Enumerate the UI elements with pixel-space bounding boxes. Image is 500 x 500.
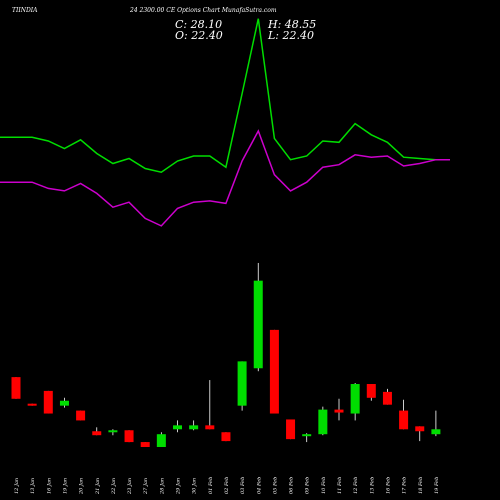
- candle-body: [382, 391, 392, 405]
- x-tick-label: 09 Feb: [305, 477, 311, 494]
- x-tick-label: 23 Jan: [127, 478, 133, 495]
- x-tick-label: 18 Feb: [418, 477, 424, 494]
- candle-body: [76, 410, 86, 421]
- candle: [59, 397, 69, 408]
- x-tick-label: 13 Feb: [369, 477, 375, 494]
- open-label: O: 22.40: [175, 29, 223, 42]
- candle-body: [350, 384, 360, 414]
- x-tick-label: 11 Feb: [337, 477, 343, 494]
- candle: [221, 432, 231, 442]
- candle: [43, 390, 53, 414]
- x-tick-label: 22 Jan: [111, 478, 117, 495]
- candle-body: [221, 432, 231, 442]
- candle: [415, 426, 425, 442]
- x-tick-label: 12 Feb: [353, 477, 359, 494]
- x-tick-label: 02 Feb: [224, 477, 230, 494]
- candle-body: [59, 400, 69, 406]
- candle: [382, 388, 392, 405]
- candle: [173, 420, 182, 433]
- candle-body: [366, 384, 376, 398]
- contract-label: 24 2300.00 CE Options Chart MunafaSutra.…: [129, 7, 277, 14]
- x-tick-label: 19 Jan: [62, 478, 68, 494]
- x-tick-label: 04 Feb: [256, 477, 262, 494]
- candle: [27, 403, 37, 406]
- candle: [366, 384, 376, 401]
- x-tick-label: 05 Feb: [272, 477, 278, 494]
- candle-body: [27, 403, 37, 406]
- candle-body: [415, 426, 425, 432]
- candle: [11, 377, 21, 399]
- candle-body: [124, 430, 134, 443]
- candle-body: [286, 419, 296, 440]
- candle: [269, 329, 279, 414]
- moving-average-lines: [0, 18, 450, 227]
- candle-body: [399, 410, 409, 430]
- candle-body: [43, 390, 53, 414]
- candle: [189, 420, 199, 431]
- x-tick-label: 10 Feb: [321, 477, 327, 494]
- series-line-0: [0, 18, 450, 174]
- candle-body: [334, 409, 344, 413]
- low-label: L: 22.40: [267, 29, 314, 42]
- candle-body: [140, 442, 150, 447]
- x-tick-label: 27 Jan: [143, 478, 149, 495]
- x-tick-label: 29 Jan: [176, 478, 182, 495]
- x-tick-label: 28 Jan: [159, 478, 165, 495]
- candles: [11, 262, 441, 447]
- x-tick-label: 16 Jan: [46, 478, 52, 494]
- candle: [237, 361, 247, 411]
- candle-body: [431, 429, 441, 435]
- candle-body: [11, 377, 21, 399]
- x-tick-label: 30 Jan: [192, 478, 198, 494]
- candle: [286, 419, 296, 440]
- candle: [205, 380, 215, 430]
- candle-body: [237, 361, 247, 406]
- x-axis-labels: 12 Jan 13 Jan 16 Jan 19 Jan 20 Jan 21 Jan 22 J…: [14, 477, 440, 495]
- candle-body: [302, 434, 312, 437]
- candle-body: [92, 431, 102, 436]
- candle-body: [205, 425, 215, 430]
- x-tick-label: 19 Feb: [434, 477, 440, 494]
- candle-body: [253, 280, 263, 369]
- candle: [431, 410, 441, 437]
- high-label: H: 48.55: [267, 18, 316, 31]
- candle: [108, 429, 118, 436]
- close-label: C: 28.10: [175, 18, 222, 31]
- candle: [399, 399, 409, 430]
- candle-body: [269, 329, 279, 414]
- candle: [76, 410, 86, 421]
- candle-body: [173, 425, 182, 430]
- candle: [253, 262, 263, 372]
- candle-body: [189, 425, 199, 430]
- x-tick-label: 06 Feb: [289, 477, 295, 494]
- candle: [302, 433, 312, 443]
- series-line-1: [0, 129, 450, 227]
- x-tick-label: 16 Feb: [385, 477, 391, 494]
- candle: [92, 427, 102, 436]
- x-tick-label: 20 Jan: [79, 478, 85, 495]
- x-tick-label: 17 Feb: [402, 477, 408, 494]
- candle-body: [108, 430, 118, 433]
- symbol-label: TIINDIA: [12, 7, 38, 14]
- x-tick-label: 01 Feb: [208, 477, 214, 494]
- candle-body: [318, 409, 328, 435]
- x-tick-label: 03 Feb: [240, 477, 246, 494]
- x-tick-label: 12 Jan: [14, 478, 20, 494]
- candle: [156, 432, 166, 447]
- candle: [318, 406, 328, 436]
- candle: [334, 398, 344, 421]
- candle-body: [156, 434, 166, 447]
- candle: [124, 430, 134, 443]
- candle: [140, 442, 150, 447]
- candle: [350, 383, 360, 421]
- x-tick-label: 13 Jan: [30, 478, 36, 494]
- x-tick-label: 21 Jan: [95, 478, 101, 495]
